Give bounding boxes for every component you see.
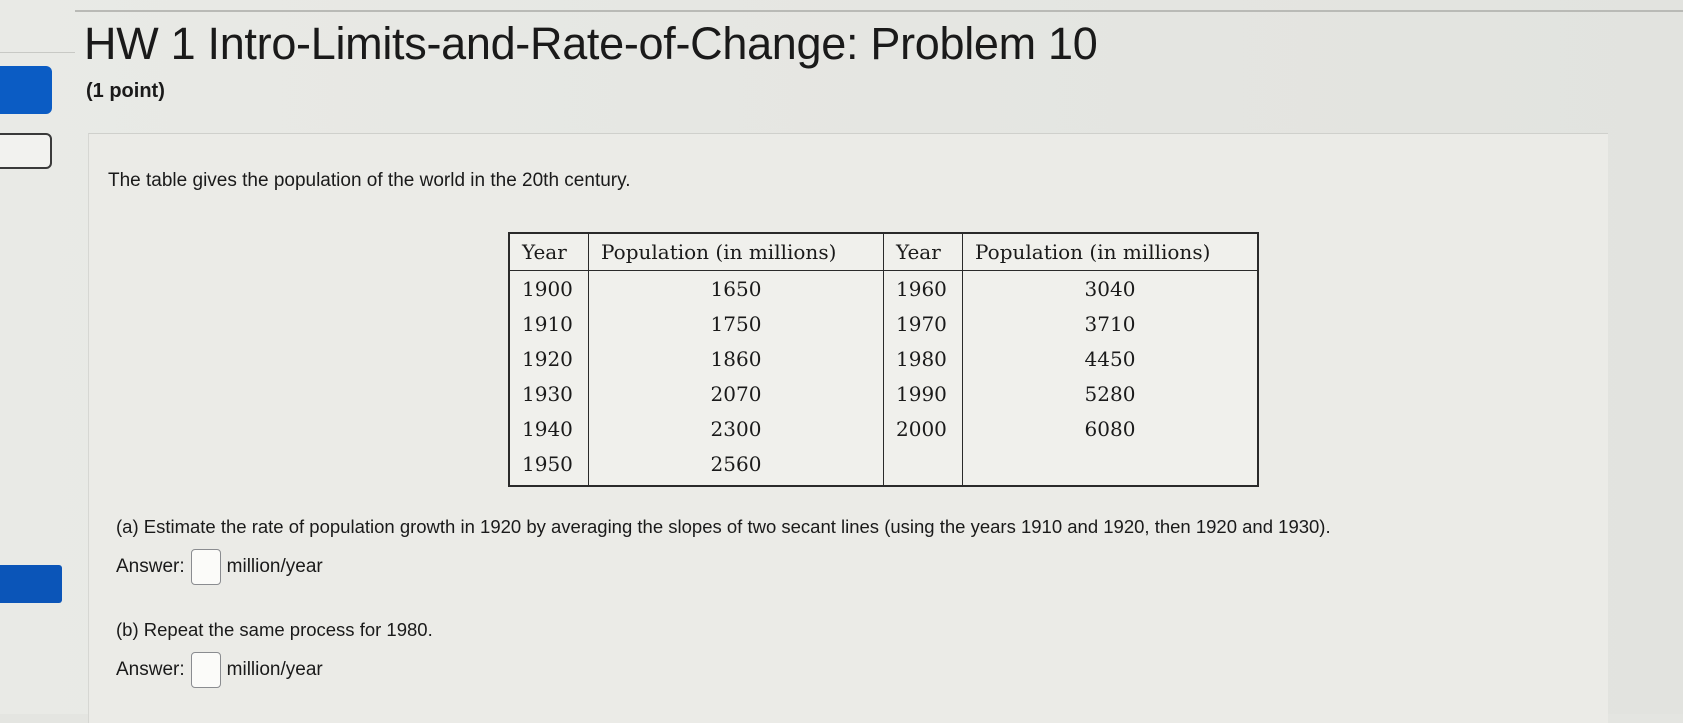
- table-cell: 1900: [508, 270, 589, 306]
- part-b-question: (b) Repeat the same process for 1980.: [116, 619, 433, 640]
- table-cell: 1960: [883, 270, 963, 306]
- table-cell: 6080: [962, 411, 1259, 446]
- column-header-population: Population (in millions): [588, 232, 884, 271]
- table-cell: 1750: [588, 306, 884, 341]
- part-b-answer-row: Answer: million/year: [116, 652, 323, 688]
- table-cell: 1990: [883, 376, 963, 411]
- column-header-year: Year: [508, 232, 589, 271]
- table-row: 1950 2560: [508, 446, 1259, 486]
- table-row: 1940 2300 2000 6080: [508, 411, 1259, 446]
- table-cell: 1920: [508, 341, 589, 376]
- table-cell: 1650: [588, 270, 884, 306]
- problem-nav-button-current[interactable]: [0, 66, 52, 114]
- part-a-answer-input[interactable]: [190, 549, 221, 585]
- table-cell: 1910: [508, 306, 589, 341]
- problem-intro: The table gives the population of the wo…: [108, 170, 631, 191]
- table-row: 1900 1650 1960 3040: [508, 270, 1259, 306]
- problem-nav-button-lower[interactable]: [0, 565, 62, 603]
- table-cell: 1950: [508, 446, 589, 486]
- left-divider: [0, 52, 75, 53]
- table-header-row: Year Population (in millions) Year Popul…: [508, 232, 1259, 271]
- table-cell: 1970: [883, 306, 963, 341]
- page-title: HW 1 Intro-Limits-and-Rate-of-Change: Pr…: [84, 18, 1098, 69]
- table-cell: 2560: [588, 446, 884, 486]
- table-cell: 1940: [508, 411, 589, 446]
- table-cell: 2070: [588, 376, 884, 411]
- table-cell: 3040: [962, 270, 1259, 306]
- table-cell: 4450: [962, 341, 1259, 376]
- table-cell: [962, 446, 1259, 486]
- table-row: 1920 1860 1980 4450: [508, 341, 1259, 376]
- table-cell: 2000: [883, 411, 963, 446]
- answer-label: Answer:: [116, 556, 185, 577]
- table-cell: 3710: [962, 306, 1259, 341]
- population-table: Year Population (in millions) Year Popul…: [508, 232, 1259, 487]
- part-b-answer-input[interactable]: [190, 652, 221, 688]
- problem-nav-button[interactable]: [0, 133, 52, 169]
- top-divider: [75, 10, 1683, 12]
- part-a-question: (a) Estimate the rate of population grow…: [116, 516, 1331, 537]
- table-cell: 1860: [588, 341, 884, 376]
- answer-unit: million/year: [226, 659, 323, 680]
- answer-label: Answer:: [116, 659, 185, 680]
- table-cell: 5280: [962, 376, 1259, 411]
- table-cell: [883, 446, 963, 486]
- part-a-answer-row: Answer: million/year: [116, 549, 323, 585]
- table-cell: 1980: [883, 341, 963, 376]
- answer-unit: million/year: [226, 556, 323, 577]
- column-header-population: Population (in millions): [962, 232, 1259, 271]
- table-row: 1910 1750 1970 3710: [508, 306, 1259, 341]
- table-cell: 2300: [588, 411, 884, 446]
- points-label: (1 point): [86, 80, 165, 102]
- column-header-year: Year: [883, 232, 963, 271]
- table-row: 1930 2070 1990 5280: [508, 376, 1259, 411]
- table-cell: 1930: [508, 376, 589, 411]
